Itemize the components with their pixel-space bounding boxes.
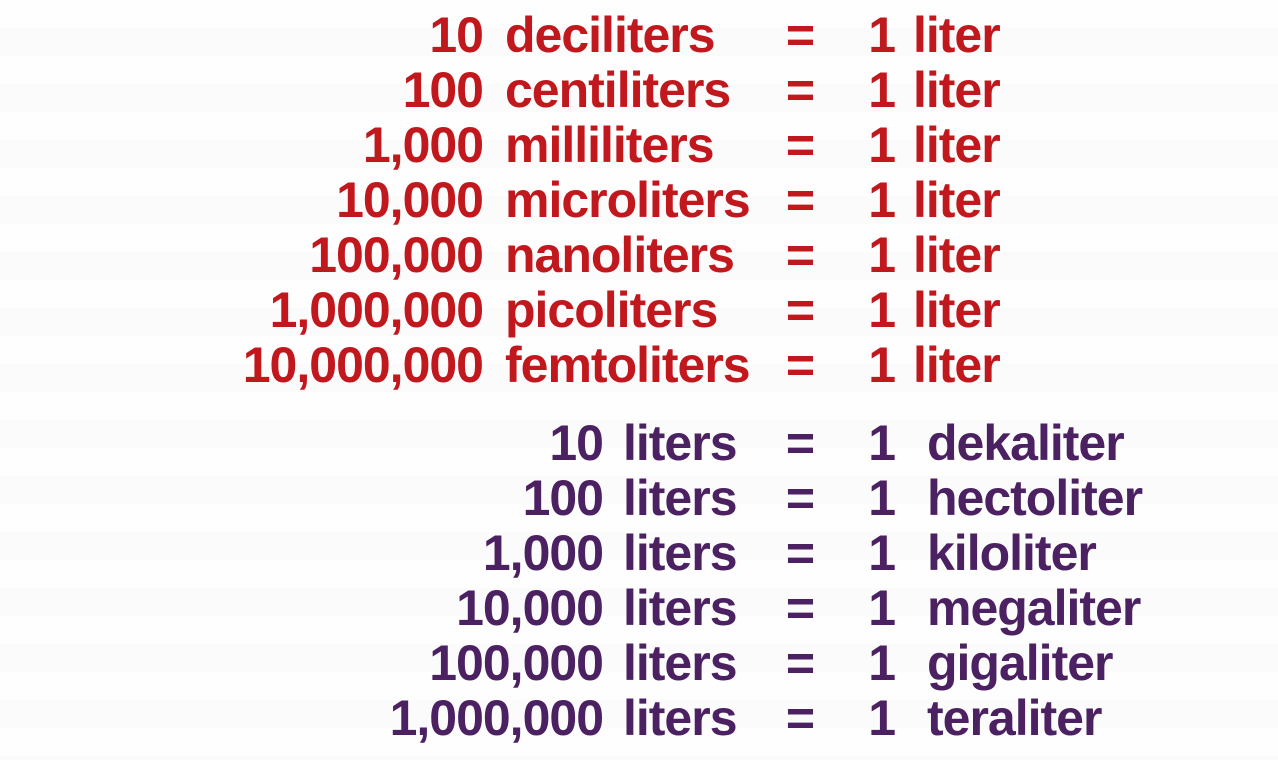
equals-sign: = bbox=[785, 7, 815, 63]
amount-value: 100 bbox=[522, 470, 604, 526]
result-value: 1 bbox=[868, 172, 896, 228]
unit-label: liters bbox=[623, 635, 738, 691]
equals-sign: = bbox=[785, 172, 815, 228]
amount-value: 1,000,000 bbox=[389, 690, 604, 746]
conversion-row: 10,000,000 femtoliters = 1 liter bbox=[0, 338, 1278, 393]
conversion-row: 10 liters = 1 dekaliter bbox=[0, 416, 1278, 471]
amount-value: 10,000 bbox=[336, 172, 484, 228]
result-unit-label: liter bbox=[913, 7, 1001, 63]
amount-value: 10 bbox=[429, 7, 484, 63]
result-value: 1 bbox=[868, 62, 896, 118]
equals-sign: = bbox=[785, 282, 815, 338]
conversion-row: 1,000 liters = 1 kiloliter bbox=[0, 526, 1278, 581]
result-unit-label: liter bbox=[913, 172, 1001, 228]
liter-multiples-section: 10 liters = 1 dekaliter 100 liters = 1 h… bbox=[0, 416, 1278, 746]
equals-sign: = bbox=[785, 580, 815, 636]
result-value: 1 bbox=[868, 635, 896, 691]
amount-value: 100,000 bbox=[309, 227, 484, 283]
result-unit-label: liter bbox=[913, 282, 1001, 338]
result-value: 1 bbox=[868, 227, 896, 283]
result-unit-label: kiloliter bbox=[927, 525, 1097, 581]
unit-label: liters bbox=[623, 415, 738, 471]
equals-sign: = bbox=[785, 635, 815, 691]
result-unit-label: gigaliter bbox=[927, 635, 1113, 691]
equals-sign: = bbox=[785, 117, 815, 173]
unit-label: femtoliters bbox=[505, 337, 751, 393]
conversion-row: 100,000 liters = 1 gigaliter bbox=[0, 636, 1278, 691]
unit-label: picoliters bbox=[505, 282, 718, 338]
result-value: 1 bbox=[868, 470, 896, 526]
equals-sign: = bbox=[785, 62, 815, 118]
result-unit-label: hectoliter bbox=[927, 470, 1143, 526]
unit-label: liters bbox=[623, 525, 738, 581]
result-unit-label: liter bbox=[913, 117, 1001, 173]
conversion-row: 1,000,000 liters = 1 teraliter bbox=[0, 691, 1278, 746]
amount-value: 10 bbox=[549, 415, 604, 471]
unit-label: centiliters bbox=[505, 62, 731, 118]
result-value: 1 bbox=[868, 580, 896, 636]
result-unit-label: teraliter bbox=[927, 690, 1102, 746]
unit-label: liters bbox=[623, 580, 738, 636]
result-value: 1 bbox=[868, 282, 896, 338]
unit-label: microliters bbox=[505, 172, 751, 228]
result-unit-label: megaliter bbox=[927, 580, 1141, 636]
equals-sign: = bbox=[785, 415, 815, 471]
amount-value: 1,000 bbox=[362, 117, 484, 173]
amount-value: 10,000,000 bbox=[242, 337, 484, 393]
liter-submultiples-section: 10 deciliters = 1 liter 100 centiliters … bbox=[0, 8, 1278, 393]
unit-label: liters bbox=[623, 470, 738, 526]
equals-sign: = bbox=[785, 470, 815, 526]
conversion-row: 1,000,000 picoliters = 1 liter bbox=[0, 283, 1278, 338]
conversion-row: 100,000 nanoliters = 1 liter bbox=[0, 228, 1278, 283]
amount-value: 1,000,000 bbox=[269, 282, 484, 338]
unit-label: nanoliters bbox=[505, 227, 735, 283]
result-unit-label: dekaliter bbox=[927, 415, 1125, 471]
equals-sign: = bbox=[785, 525, 815, 581]
conversion-row: 10,000 microliters = 1 liter bbox=[0, 173, 1278, 228]
equals-sign: = bbox=[785, 227, 815, 283]
result-unit-label: liter bbox=[913, 337, 1001, 393]
result-value: 1 bbox=[868, 7, 896, 63]
result-value: 1 bbox=[868, 337, 896, 393]
amount-value: 1,000 bbox=[482, 525, 604, 581]
amount-value: 100 bbox=[402, 62, 484, 118]
result-unit-label: liter bbox=[913, 227, 1001, 283]
result-value: 1 bbox=[868, 117, 896, 173]
unit-label: milliliters bbox=[505, 117, 715, 173]
result-value: 1 bbox=[868, 690, 896, 746]
equals-sign: = bbox=[785, 337, 815, 393]
amount-value: 10,000 bbox=[456, 580, 604, 636]
unit-label: liters bbox=[623, 690, 738, 746]
equals-sign: = bbox=[785, 690, 815, 746]
result-value: 1 bbox=[868, 525, 896, 581]
result-unit-label: liter bbox=[913, 62, 1001, 118]
unit-label: deciliters bbox=[505, 7, 716, 63]
conversion-row: 100 centiliters = 1 liter bbox=[0, 63, 1278, 118]
amount-value: 100,000 bbox=[429, 635, 604, 691]
result-value: 1 bbox=[868, 415, 896, 471]
conversion-row: 1,000 milliliters = 1 liter bbox=[0, 118, 1278, 173]
conversion-row: 10 deciliters = 1 liter bbox=[0, 8, 1278, 63]
conversion-row: 10,000 liters = 1 megaliter bbox=[0, 581, 1278, 636]
conversion-row: 100 liters = 1 hectoliter bbox=[0, 471, 1278, 526]
